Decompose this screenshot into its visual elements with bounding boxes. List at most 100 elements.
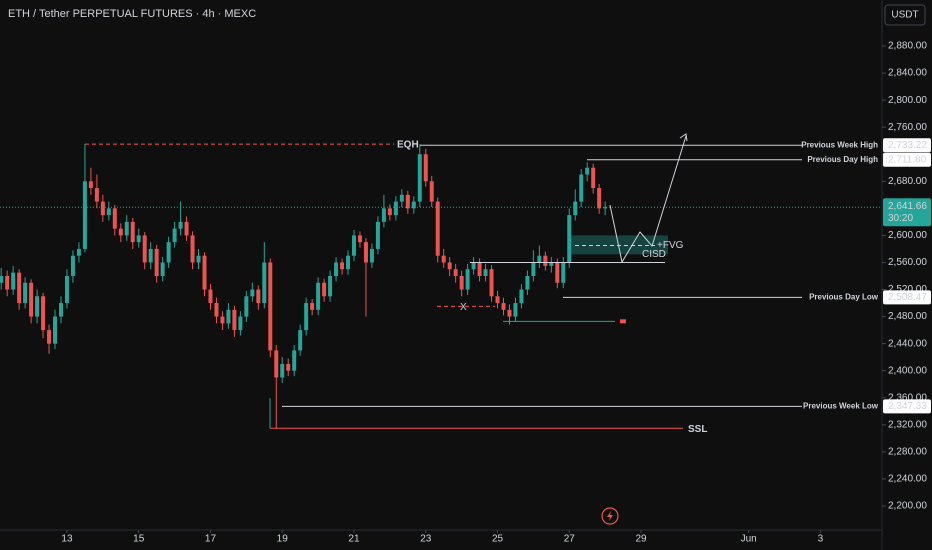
x-tick-label: 21 xyxy=(348,534,360,545)
candle-body xyxy=(310,303,315,310)
candle-body xyxy=(393,201,398,216)
candle-body xyxy=(136,235,141,243)
candle-body xyxy=(0,275,4,283)
level-price-label: 2,711.80 xyxy=(888,154,927,165)
candle-body xyxy=(286,363,291,371)
candle-body xyxy=(579,174,584,202)
candle-body xyxy=(435,201,440,256)
current-price-box xyxy=(883,198,931,227)
candle-body xyxy=(441,255,446,263)
candle-body xyxy=(53,316,58,344)
candle-body xyxy=(369,248,374,263)
candle-body xyxy=(525,275,530,290)
candle-body xyxy=(543,255,548,266)
candle-body xyxy=(423,154,428,182)
event-icon[interactable] xyxy=(601,507,619,525)
x-label: X xyxy=(460,302,467,313)
candle-body xyxy=(106,208,111,216)
candle-body xyxy=(567,215,572,263)
candle-body xyxy=(124,221,129,236)
candle-body xyxy=(597,188,602,209)
candle-body xyxy=(64,275,69,304)
candle-body xyxy=(340,262,345,270)
y-tick-label: 2,760.00 xyxy=(888,122,927,133)
cisd-label: CISD xyxy=(642,249,666,260)
candle-body xyxy=(112,208,117,229)
currency-button[interactable] xyxy=(884,4,926,26)
candle-body xyxy=(41,296,46,331)
candle-body xyxy=(334,262,339,276)
candle-body xyxy=(387,208,392,216)
candle-body xyxy=(507,309,512,317)
x-tick-label: 15 xyxy=(133,534,145,545)
level-price-box xyxy=(883,138,931,153)
candle-body xyxy=(268,262,273,351)
y-tick-label: 2,280.00 xyxy=(888,447,927,458)
candle-body xyxy=(292,350,297,371)
x-tick-label: 23 xyxy=(420,534,432,545)
candle-body xyxy=(513,303,518,317)
y-tick-label: 2,880.00 xyxy=(888,41,927,52)
fvg-label: +FVG xyxy=(657,240,684,251)
candle-body xyxy=(453,269,458,276)
y-tick-label: 2,680.00 xyxy=(888,176,927,187)
candle-body xyxy=(555,262,560,283)
candle-body xyxy=(148,248,153,263)
candle-body xyxy=(357,235,362,243)
y-tick-label: 2,360.00 xyxy=(888,392,927,403)
candle-body xyxy=(220,316,225,324)
candle-body xyxy=(29,282,34,317)
candle-body xyxy=(160,262,165,276)
candle-body xyxy=(262,262,267,304)
candle-body xyxy=(429,181,434,202)
projection-path xyxy=(609,135,687,264)
candle-body xyxy=(142,235,147,263)
candle-body xyxy=(94,188,99,202)
candle-body xyxy=(244,296,249,317)
y-tick-label: 2,440.00 xyxy=(888,338,927,349)
candle-body xyxy=(166,242,171,263)
candle-body xyxy=(238,316,243,331)
candle-body xyxy=(381,208,386,222)
candle-body xyxy=(322,282,327,297)
candle-body xyxy=(363,242,368,263)
x-tick-label: 29 xyxy=(635,534,647,545)
currency-label: USDT xyxy=(891,10,918,21)
candle-body xyxy=(531,262,536,276)
candle-body xyxy=(172,228,177,243)
candle-body xyxy=(23,282,28,304)
y-tick-label: 2,400.00 xyxy=(888,365,927,376)
chart-title: ETH / Tether PERPETUAL FUTURES · 4h · ME… xyxy=(8,8,256,20)
x-tick-label: 19 xyxy=(277,534,289,545)
candle-body xyxy=(316,282,321,310)
candle-body xyxy=(70,255,75,276)
candle-body xyxy=(190,235,195,263)
candle-body xyxy=(82,181,87,249)
candle-body xyxy=(585,167,590,175)
candle-body xyxy=(411,201,416,209)
candle-body xyxy=(208,289,213,304)
x-tick-label: 3 xyxy=(818,534,824,545)
candle-body xyxy=(549,262,554,266)
candle-body xyxy=(465,269,470,290)
y-tick-label: 2,600.00 xyxy=(888,230,927,241)
level-name: Previous Week Low xyxy=(803,401,879,410)
ssl-label: SSL xyxy=(688,424,707,435)
candle-body xyxy=(274,350,279,378)
level-name: Previous Day High xyxy=(807,155,878,164)
candle-body xyxy=(519,289,524,304)
candle-body xyxy=(501,303,506,310)
level-price-box xyxy=(883,152,931,167)
candle-body xyxy=(35,296,40,317)
candle-body xyxy=(375,221,380,249)
level-price-label: 2,347.33 xyxy=(888,401,927,412)
level-price-box xyxy=(883,290,931,305)
level-price-label: 2,733.22 xyxy=(888,140,927,151)
countdown-label: 30:20 xyxy=(888,213,913,224)
level-name: Previous Day Low xyxy=(809,292,879,301)
candle-body xyxy=(573,201,578,216)
candle-body xyxy=(226,309,231,324)
y-tick-label: 2,840.00 xyxy=(888,68,927,79)
candle-body xyxy=(196,255,201,263)
